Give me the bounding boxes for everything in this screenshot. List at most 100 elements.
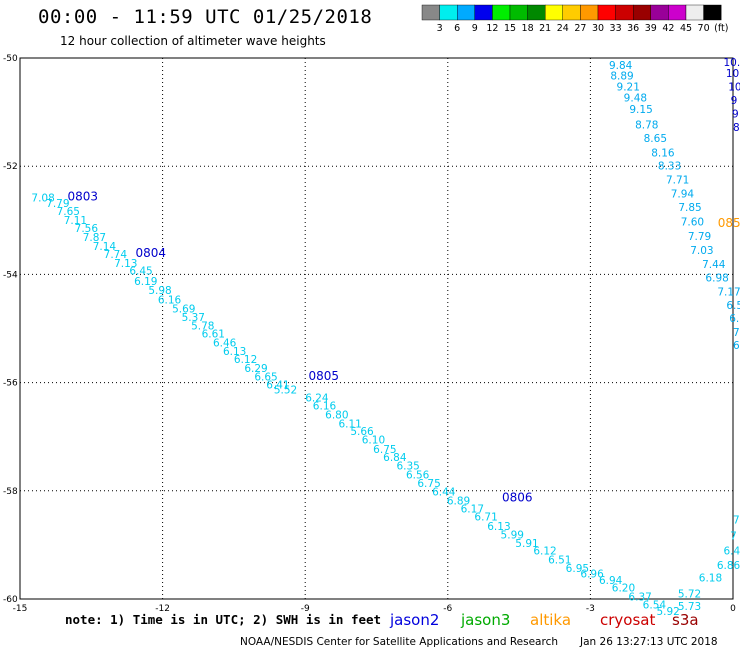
data-point-label: 5.69 bbox=[172, 303, 195, 315]
data-point-label: 8 bbox=[733, 122, 740, 134]
data-point-label: 6.86 bbox=[717, 560, 740, 572]
data-point-label: 7.56 bbox=[75, 223, 99, 235]
pass-label: 0806 bbox=[502, 491, 533, 505]
colorbar-swatch bbox=[633, 4, 652, 21]
data-point-label: 5.78 bbox=[191, 321, 214, 333]
data-point-label: 7.60 bbox=[681, 217, 704, 229]
data-point-label: 5.72 bbox=[678, 588, 701, 600]
y-tick-label: -52 bbox=[3, 162, 18, 172]
data-point-label: 10. bbox=[723, 57, 740, 69]
data-points: 7.087.797.657.117.567.877.147.747.136.45… bbox=[31, 57, 740, 618]
footer-timestamp: Jan 26 13:27:13 UTC 2018 bbox=[579, 636, 718, 648]
data-point-label: 8.16 bbox=[651, 147, 675, 159]
colorbar-label: 15 bbox=[504, 23, 516, 34]
footer-note: note: 1) Time is in UTC; 2) SWH is in fe… bbox=[65, 612, 381, 627]
colorbar-swatch bbox=[439, 4, 458, 21]
data-point-label: 7.79 bbox=[46, 198, 69, 210]
colorbar-swatch bbox=[703, 4, 722, 21]
colorbar-unit: (ft) bbox=[714, 23, 728, 34]
data-point-label: 6.65 bbox=[254, 371, 277, 383]
data-point-label: 8.78 bbox=[635, 119, 658, 131]
data-point-label: 6.89 bbox=[447, 495, 470, 507]
data-point-label: 9.15 bbox=[629, 104, 652, 116]
x-tick-label: 0 bbox=[730, 604, 736, 614]
data-point-label: 6.75 bbox=[417, 478, 440, 490]
data-point-label: 9.48 bbox=[624, 92, 647, 104]
legend-entry-jason3: jason3 bbox=[460, 611, 510, 629]
data-point-label: 7.17 bbox=[717, 286, 740, 298]
colorbar-label: 39 bbox=[645, 23, 657, 34]
x-tick-label: -3 bbox=[586, 604, 595, 614]
data-point-label: 6.11 bbox=[338, 419, 361, 431]
colorbar-swatch bbox=[421, 4, 440, 21]
colorbar-label: 42 bbox=[662, 23, 674, 34]
data-point-label: 6.95 bbox=[566, 563, 589, 575]
data-point-label: 6.56 bbox=[406, 469, 430, 481]
data-point-label: 6.54 bbox=[643, 600, 667, 612]
data-point-label: 6.24 bbox=[305, 393, 329, 405]
colorbar-label: 3 bbox=[437, 23, 443, 34]
colorbar-label: 30 bbox=[592, 23, 604, 34]
data-point-label: 8.33 bbox=[658, 160, 681, 172]
data-point-label: 7.65 bbox=[57, 206, 80, 218]
data-point-label: 10 bbox=[728, 81, 740, 93]
data-point-label: 7.85 bbox=[678, 202, 701, 214]
data-point-label: 6.75 bbox=[373, 444, 396, 456]
colorbar-swatch bbox=[562, 4, 581, 21]
data-point-label: 7.11 bbox=[64, 215, 87, 227]
data-point-label: 7.71 bbox=[666, 175, 689, 187]
colorbar-label: 33 bbox=[610, 23, 622, 34]
data-point-label: 6.84 bbox=[383, 452, 407, 464]
data-point-label: 6 bbox=[733, 340, 740, 352]
data-point-label: 5.73 bbox=[678, 601, 701, 613]
data-point-label: 6.12 bbox=[234, 354, 257, 366]
data-point-label: 6.18 bbox=[699, 573, 722, 585]
data-point-label: 5.52 bbox=[274, 384, 297, 396]
axis-ticks: -15 -12 -9 -6 -3 0 -50 -52 -54 -56 -58 -60 bbox=[3, 54, 736, 614]
data-point-label: 7 bbox=[733, 514, 740, 526]
pass-annotations: 0803 0804 0805 0806 085 bbox=[68, 189, 740, 504]
data-point-label: 6.35 bbox=[396, 461, 419, 473]
colorbar-swatch bbox=[457, 4, 476, 21]
x-tick-label: -15 bbox=[13, 604, 28, 614]
colorbar-label: 9 bbox=[472, 23, 478, 34]
data-point-label: 6.29 bbox=[244, 363, 267, 375]
data-point-label: 6.71 bbox=[474, 512, 497, 524]
colorbar-label: 36 bbox=[627, 23, 639, 34]
colorbar-label: 45 bbox=[680, 23, 692, 34]
data-point-label: 9.21 bbox=[617, 81, 640, 93]
data-point-label: 6.17 bbox=[461, 503, 484, 515]
data-point-label: 7 bbox=[730, 530, 737, 542]
y-tick-label: -50 bbox=[3, 54, 18, 64]
legend-entry-cryosat: cryosat bbox=[600, 611, 655, 629]
data-point-label: 6.80 bbox=[325, 409, 348, 421]
data-point-label: 7.13 bbox=[114, 258, 137, 270]
pass-label: 0803 bbox=[68, 189, 99, 203]
legend-entry-s3a: s3a bbox=[672, 611, 699, 629]
colorbar-swatch bbox=[615, 4, 634, 21]
y-tick-label: -60 bbox=[3, 595, 18, 605]
x-tick-label: -12 bbox=[155, 604, 170, 614]
data-point-label: 5.92 bbox=[656, 606, 679, 618]
data-point-label: 5.66 bbox=[350, 426, 374, 438]
data-point-label: 7.79 bbox=[688, 231, 711, 243]
plot-frame bbox=[19, 57, 734, 600]
data-point-label: 5.99 bbox=[501, 529, 524, 541]
data-point-label: 6.46 bbox=[213, 337, 237, 349]
data-point-label: 6.10 bbox=[362, 435, 385, 447]
data-point-label: 6.98 bbox=[705, 272, 728, 284]
data-point-label: 9 bbox=[732, 109, 739, 121]
colorbar-label: 24 bbox=[557, 23, 569, 34]
data-point-label: 9 bbox=[731, 95, 738, 107]
data-point-label: 6.96 bbox=[580, 568, 604, 580]
pass-label: 0805 bbox=[309, 369, 340, 383]
data-point-label: 6.41 bbox=[266, 380, 289, 392]
legend-entry-jason2: jason2 bbox=[389, 611, 439, 629]
data-point-label: 6.7 bbox=[729, 313, 740, 325]
data-point-label: 8.65 bbox=[644, 133, 667, 145]
colorbar-label: 27 bbox=[574, 23, 586, 34]
colorbar-swatch bbox=[685, 4, 704, 21]
legend-entry-altika: altika bbox=[530, 611, 571, 629]
colorbar-label: 18 bbox=[522, 23, 534, 34]
